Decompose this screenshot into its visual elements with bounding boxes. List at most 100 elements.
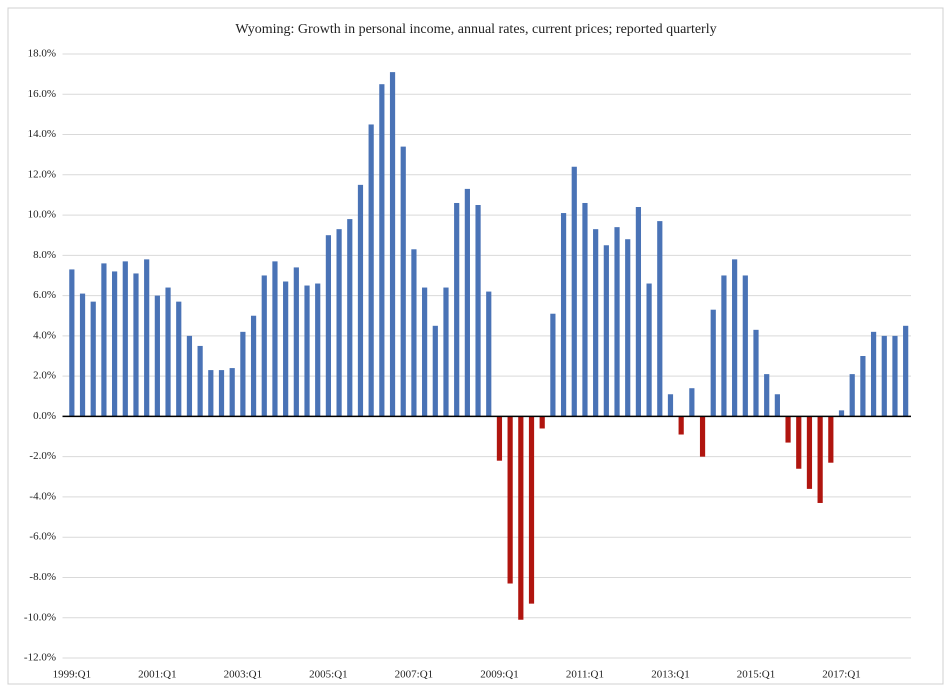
bar <box>486 291 492 417</box>
y-tick-label: -6.0% <box>29 531 56 543</box>
y-tick-label: 10.0% <box>28 209 56 221</box>
y-tick-label: -2.0% <box>29 450 56 462</box>
bar <box>721 275 727 417</box>
bar <box>764 374 770 417</box>
bar <box>806 416 813 489</box>
bar <box>400 146 406 417</box>
bar <box>742 275 748 417</box>
x-tick-label: 2017:Q1 <box>822 669 861 681</box>
bar <box>283 281 289 417</box>
y-tick-label: -12.0% <box>24 652 56 664</box>
bar <box>710 309 716 417</box>
x-tick-label: 2001:Q1 <box>138 669 177 681</box>
bar <box>667 394 674 417</box>
bar <box>315 283 321 417</box>
bar <box>528 416 535 604</box>
y-tick-label: -10.0% <box>24 611 56 623</box>
y-tick-label: 16.0% <box>28 88 56 100</box>
bar <box>903 325 909 417</box>
bar <box>560 213 567 417</box>
bar <box>603 245 609 417</box>
bar <box>154 295 160 417</box>
bar <box>112 271 118 417</box>
bar <box>79 293 86 417</box>
bar <box>785 416 791 443</box>
bar <box>293 267 299 417</box>
bar <box>678 416 684 435</box>
y-tick-label: 4.0% <box>33 329 56 341</box>
bar <box>593 229 599 417</box>
bar <box>625 239 631 417</box>
bar <box>753 329 759 417</box>
bar <box>389 72 396 417</box>
bar <box>250 315 257 417</box>
y-tick-label: 18.0% <box>28 48 56 60</box>
bar <box>186 335 193 417</box>
x-tick-label: 2009:Q1 <box>480 669 519 681</box>
bar <box>122 261 128 417</box>
bar <box>261 275 267 417</box>
bar <box>828 416 834 463</box>
bar <box>336 229 342 417</box>
bar <box>240 331 246 417</box>
bar <box>550 313 556 417</box>
bar <box>507 416 513 584</box>
bar <box>208 370 214 417</box>
y-tick-label: 0.0% <box>33 410 56 422</box>
bar <box>475 205 481 417</box>
bar <box>646 283 652 417</box>
x-tick-label: 1999:Q1 <box>53 669 92 681</box>
chart-title: Wyoming: Growth in personal income, annu… <box>235 22 716 37</box>
bar <box>379 84 385 417</box>
bar <box>496 416 503 461</box>
bar <box>411 249 417 417</box>
bar <box>229 368 235 417</box>
bar <box>165 287 171 417</box>
x-tick-label: 2003:Q1 <box>224 669 263 681</box>
bar <box>218 370 225 417</box>
bar <box>689 388 695 417</box>
y-tick-label: 2.0% <box>33 370 56 382</box>
bar <box>614 227 620 417</box>
bar <box>817 416 823 503</box>
bar <box>892 335 898 417</box>
bar <box>325 235 332 417</box>
bar <box>133 273 139 417</box>
bar <box>860 356 866 417</box>
bar <box>144 259 150 417</box>
bar <box>657 221 663 417</box>
bar <box>881 335 887 417</box>
bar <box>518 416 524 620</box>
bar <box>368 124 374 417</box>
x-tick-label: 2011:Q1 <box>566 669 604 681</box>
bar <box>176 301 182 417</box>
y-tick-label: 14.0% <box>28 128 56 140</box>
bar <box>90 301 96 417</box>
bar <box>443 287 449 417</box>
bar <box>699 416 706 457</box>
bar <box>870 331 877 417</box>
bar <box>304 285 310 417</box>
bar <box>357 184 364 417</box>
bar <box>582 202 588 417</box>
x-tick-label: 2013:Q1 <box>651 669 690 681</box>
bar <box>838 410 845 417</box>
bar <box>101 263 107 417</box>
bar <box>796 416 802 469</box>
bar <box>69 269 75 417</box>
bar <box>454 202 460 417</box>
bar <box>732 259 738 417</box>
y-tick-label: 12.0% <box>28 168 56 180</box>
bar <box>464 188 470 417</box>
x-tick-label: 2007:Q1 <box>395 669 434 681</box>
bar <box>774 394 780 417</box>
bar <box>635 207 642 417</box>
bar <box>272 261 278 417</box>
x-tick-label: 2015:Q1 <box>737 669 776 681</box>
bar <box>849 374 855 417</box>
bar <box>197 345 203 417</box>
y-tick-label: 6.0% <box>33 289 56 301</box>
bar <box>571 166 577 417</box>
y-tick-label: -8.0% <box>29 571 56 583</box>
